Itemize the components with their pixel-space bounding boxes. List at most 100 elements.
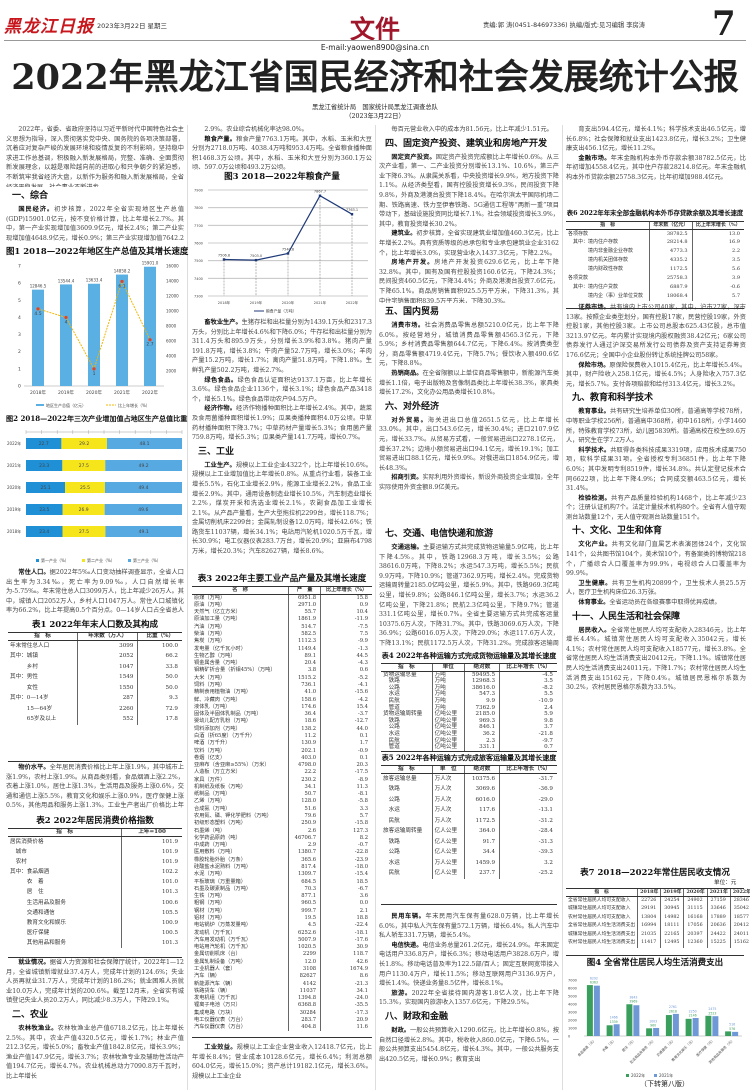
y-tick-label: 0 (568, 1035, 570, 1039)
table-cell: 化学药品原药（吨） (194, 834, 241, 841)
table-row: 电工仪器仪表（万台） 283.7 20.9 (192, 1016, 372, 1025)
paragraph: 居民收入。全省常住居民人均可支配收入28346元，比上年增长4.4%。城镇常住居… (566, 626, 746, 693)
table-cell: 医用敷料（万吨） (194, 849, 236, 856)
paragraph-lead: 卫生健康。 (578, 579, 612, 587)
table-cell: 20.9 (320, 1016, 372, 1025)
table-cell: 其中：境内住户存款 (568, 239, 619, 246)
legend-swatch (654, 1074, 657, 1077)
paragraph: 育支出594.4亿元，增长4.1%；科学技术支出46.5亿元，增长6.8%；社会… (566, 125, 746, 154)
paragraph: 农林牧渔业。农林牧渔业总产值6718.2亿元，比上年增长2.5%。其中，农业产值… (6, 1024, 184, 1082)
table-cell: 3.2 (499, 857, 557, 869)
paragraph-text: 据省人力资源和社会保障厅统计，2022年1—12月，全省城镇新增就业37.4万人… (6, 959, 184, 1005)
bar-label: 576 (729, 1027, 735, 1031)
table-cell: 138.2 (288, 725, 321, 733)
paragraph-lead: 消费市场。 (391, 322, 425, 329)
table-cell: -10.9 (499, 697, 557, 705)
bar-label: 1466 (610, 1016, 618, 1020)
bar-label: 12846.5 (30, 284, 47, 289)
bar-label: 3843 (629, 996, 637, 1000)
table-cell: 11417 (637, 939, 661, 948)
table-cell: 万人次 (431, 805, 465, 816)
table-cell: 发动机（万千瓦） (194, 929, 236, 936)
table-row: 教育文化和娱乐 100.9 (8, 917, 182, 929)
table-cell: 82627 (288, 973, 321, 981)
table-cell: 2.3 (463, 737, 500, 745)
legend-swatch (36, 559, 39, 562)
table-row: 水运 万人公里 1459.9 3.2 (381, 857, 557, 869)
left-axis-tick: 5 (18, 298, 21, 304)
table-cell: 547.3 (463, 691, 500, 698)
table-cell: 55.7 (288, 609, 321, 617)
y-tick-label: 2020年 (7, 484, 21, 490)
bar-gdp (88, 283, 100, 386)
stacked-bar-segment (105, 460, 182, 471)
table-cell: -15.4 (320, 871, 372, 879)
growth-point (64, 315, 68, 320)
paragraph: 保险市场。原保险保费收入1015.4亿元，比上年增长5.4%。其中，财产险收入2… (566, 361, 746, 390)
table-cell: -4.1 (320, 681, 372, 690)
table-cell: 万人公里 (431, 857, 465, 869)
table-cell: 35042 (729, 905, 750, 914)
table-cell: 固体及半固体乳制品（万吨） (194, 711, 262, 718)
table-cell: 18068.4 (649, 291, 693, 301)
table-cell: 0.0 (320, 900, 372, 908)
section-email: E-mail:yaowen8900@sina.cn (220, 43, 530, 52)
table-cell: 焦炭（万吨） (194, 638, 226, 645)
issue-date: 2023年3月22日 星期三 (97, 22, 168, 30)
paragraph-text: 每百元营业收入中的成本为81.56元，比上年减少1.51元。 (391, 126, 553, 133)
segment-label: 26.9 (79, 507, 89, 513)
paragraph-text: 实际利用外资增长，新设外商投资企业增加，全年实际使用外资金额8.9亿美元。 (379, 474, 559, 491)
table-cell: 50.0 (137, 682, 182, 694)
table-cell: 民航 (383, 737, 400, 744)
table-cell: -22.8 (320, 849, 372, 857)
data-table-t6: 指 标年末数（亿元） 比上年末增长（%） 各项存款 38782.5 13.0 其中：境内… (566, 221, 744, 309)
y-tick-label: 7400 (194, 277, 203, 281)
bar-2022年 (626, 1004, 633, 1036)
table-cell: 960.5 (288, 900, 321, 908)
chart-fig4: 0 1000 2000 3000 4000 5000 6000 7000 6363 6292 食品烟… (566, 970, 744, 1084)
table-cell: -23.9 (320, 856, 372, 864)
table-cell: 16168 (683, 913, 708, 923)
table-cell: 846.1 (463, 724, 500, 731)
table-cell: 15.4 (320, 703, 372, 712)
table-cell: 初级形态塑料（万吨） (194, 820, 246, 827)
table-cell: 25758.3 (649, 274, 693, 283)
segment-label: 23.5 (39, 507, 49, 513)
table-cell: 亿人公里 (431, 868, 465, 879)
data-table-t5: 指 标单 位绝对数 比上年增长（%） 旅客运输总量 万人次 10375.6 -31.7 铁… (381, 765, 557, 905)
point-label: 7867.7 (314, 190, 326, 194)
table-cell: 70.3 (288, 885, 321, 894)
table-cell: 教育文化和娱乐 (10, 919, 66, 926)
table-row: 原煤（万吨） 6951.8 15.8 (192, 594, 372, 602)
bar-label: 3969 (629, 1000, 637, 1004)
paragraph-lead: 固定资产投资。 (391, 153, 436, 161)
data-table-t3: 名 称产 量比上年增长（%） 原煤（万吨） 6951.8 15.8 原油（万吨） 2971… (192, 586, 372, 1038)
y-tick-label: 7900 (194, 189, 203, 193)
table-cell: 4142 (288, 980, 321, 988)
table-cell: 白酒（折65度）（万千升） (194, 732, 256, 739)
segment-label: 48.1 (139, 441, 149, 447)
table-cell: -18.1 (320, 929, 372, 937)
table-cell: 20.3 (320, 762, 372, 770)
table-cell: 生物乙醇（万吨） (194, 652, 236, 659)
table-cell: 8.2 (320, 834, 372, 843)
table-cell: 1550 (76, 682, 138, 694)
paragraph: 房地产开发。房地产开发投资629.6亿元，比上年下降32.8%。其中，国有及国有… (379, 258, 559, 303)
stacked-bar-segment (26, 482, 66, 493)
section-heading: 八、财政和金融 (385, 1011, 449, 1022)
table-cell: 发电量（亿千瓦小时） (194, 645, 246, 652)
table-cell: 12968.3 (463, 678, 500, 685)
column-header: 2021年 (706, 889, 731, 897)
section-heading: 九、教育和科学技术 (572, 393, 654, 404)
page-number: 7 (712, 4, 736, 44)
table-row: 精制食用植物油（万吨） 41.0 -15.6 (192, 689, 372, 697)
table-row: 居 住 101.3 (8, 887, 182, 898)
bar-gdp (116, 274, 128, 386)
table-cell: -21.3 (320, 980, 372, 988)
column-header: 指 标 (8, 829, 122, 837)
table-cell: 管道 (383, 744, 400, 751)
table-cell: 6016.0 (463, 794, 500, 806)
table-row: 居民消费价格 101.9 (8, 836, 182, 847)
table-cell: 5007.9 (288, 936, 321, 945)
table-cell: 101.9 (121, 856, 182, 868)
